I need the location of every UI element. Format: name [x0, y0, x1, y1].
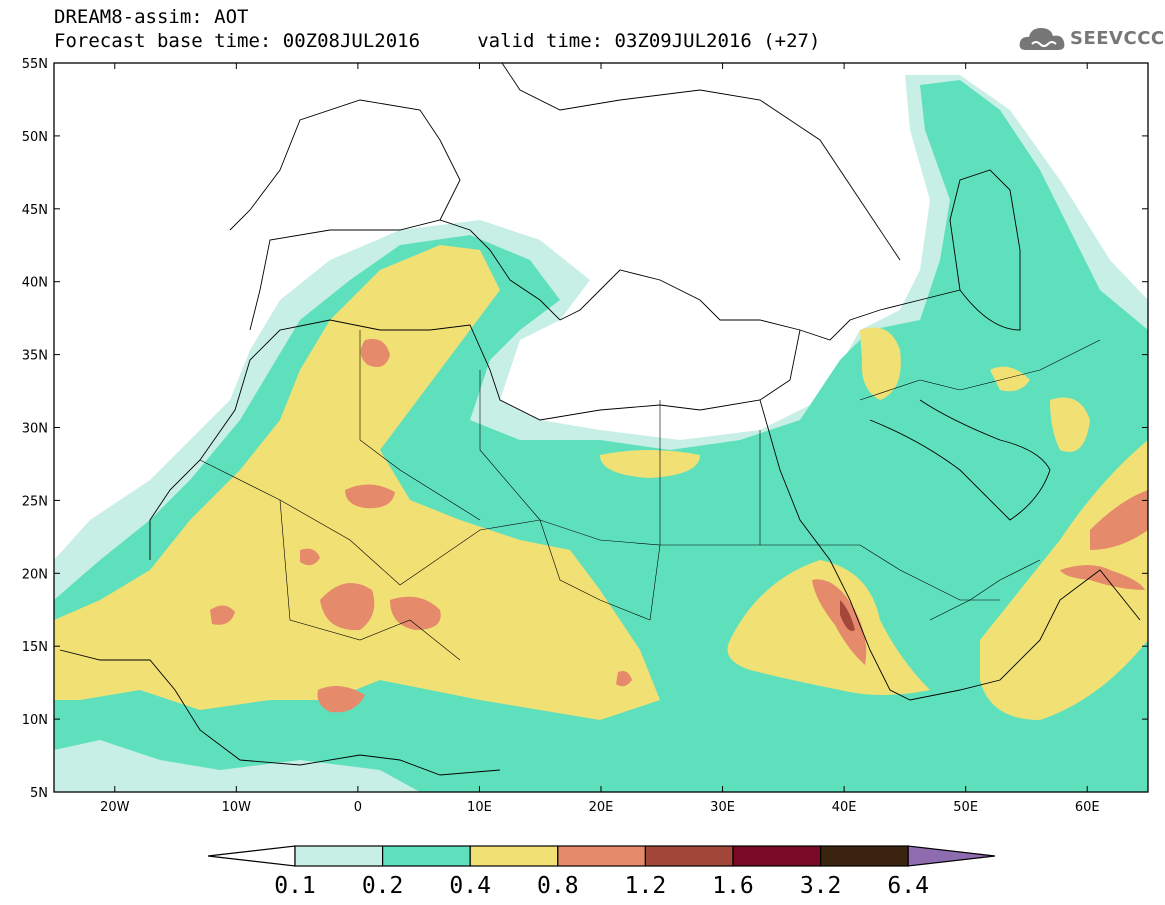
- aot-band-1.2: [840, 600, 855, 631]
- colorbar-box: [557, 845, 646, 867]
- logo-text: SEEVCCC: [1070, 28, 1165, 49]
- lat-label: 50N: [22, 130, 48, 145]
- colorbar-label: 0.4: [449, 873, 491, 899]
- colorbar-label: 3.2: [800, 873, 842, 899]
- lon-label: 60E: [1075, 800, 1100, 815]
- colorbar-box: [644, 845, 734, 867]
- aot-band-0.4: [54, 245, 1148, 720]
- lat-label: 35N: [22, 349, 48, 364]
- colorbar-box: [294, 845, 384, 867]
- colorbar-box: [819, 845, 909, 867]
- colorbar-box: [382, 845, 471, 867]
- lon-label: 10W: [222, 800, 252, 815]
- country-borders: [199, 330, 1101, 661]
- colorbar-label: 0.2: [362, 873, 404, 899]
- map-title: DREAM8-assim: AOT: [54, 6, 249, 28]
- lat-label: 55N: [22, 57, 48, 72]
- lat-label: 25N: [22, 494, 48, 509]
- lat-label: 5N: [30, 786, 48, 801]
- lon-label: 20W: [100, 800, 130, 815]
- lat-label: 20N: [22, 567, 48, 582]
- aot-contours: [54, 75, 1148, 792]
- lon-label: 40E: [832, 800, 857, 815]
- aot-band-0.8: [210, 339, 1148, 713]
- colorbar-label: 0.8: [537, 873, 579, 899]
- lat-label: 30N: [22, 422, 48, 437]
- lat-label: 10N: [22, 713, 48, 728]
- colorbar-label: 6.4: [887, 873, 929, 899]
- colorbar: 0.1 0.2 0.4 0.8 1.2 1.6 3.2 6.4: [207, 845, 996, 899]
- colorbar-label: 1.6: [712, 873, 754, 899]
- latitude-axis: 55N 50N 45N 40N 35N 30N 25N 20N 15N 10N 5N: [22, 57, 1148, 801]
- seevccc-logo: SEEVCCC: [1018, 22, 1164, 56]
- colorbar-label: 1.2: [625, 873, 667, 899]
- lon-label: 0: [354, 800, 362, 815]
- longitude-axis: 20W 10W 0 10E 20E 30E 40E 50E 60E: [100, 63, 1100, 815]
- lon-label: 20E: [589, 800, 614, 815]
- lon-label: 10E: [467, 800, 492, 815]
- colorbar-label: 0.1: [274, 873, 316, 899]
- coastlines: [59, 63, 1141, 776]
- lat-label: 15N: [22, 640, 48, 655]
- lon-label: 50E: [953, 800, 978, 815]
- forecast-times: Forecast base time: 00Z08JUL2016 valid t…: [54, 30, 821, 52]
- colorbar-high-arrow: [907, 845, 996, 867]
- lat-label: 45N: [22, 203, 48, 218]
- lat-label: 40N: [22, 276, 48, 291]
- colorbar-low-arrow: [207, 845, 296, 867]
- colorbar-box: [732, 845, 822, 867]
- cloud-icon: [1019, 28, 1065, 50]
- colorbar-box: [469, 845, 559, 867]
- lon-label: 30E: [710, 800, 735, 815]
